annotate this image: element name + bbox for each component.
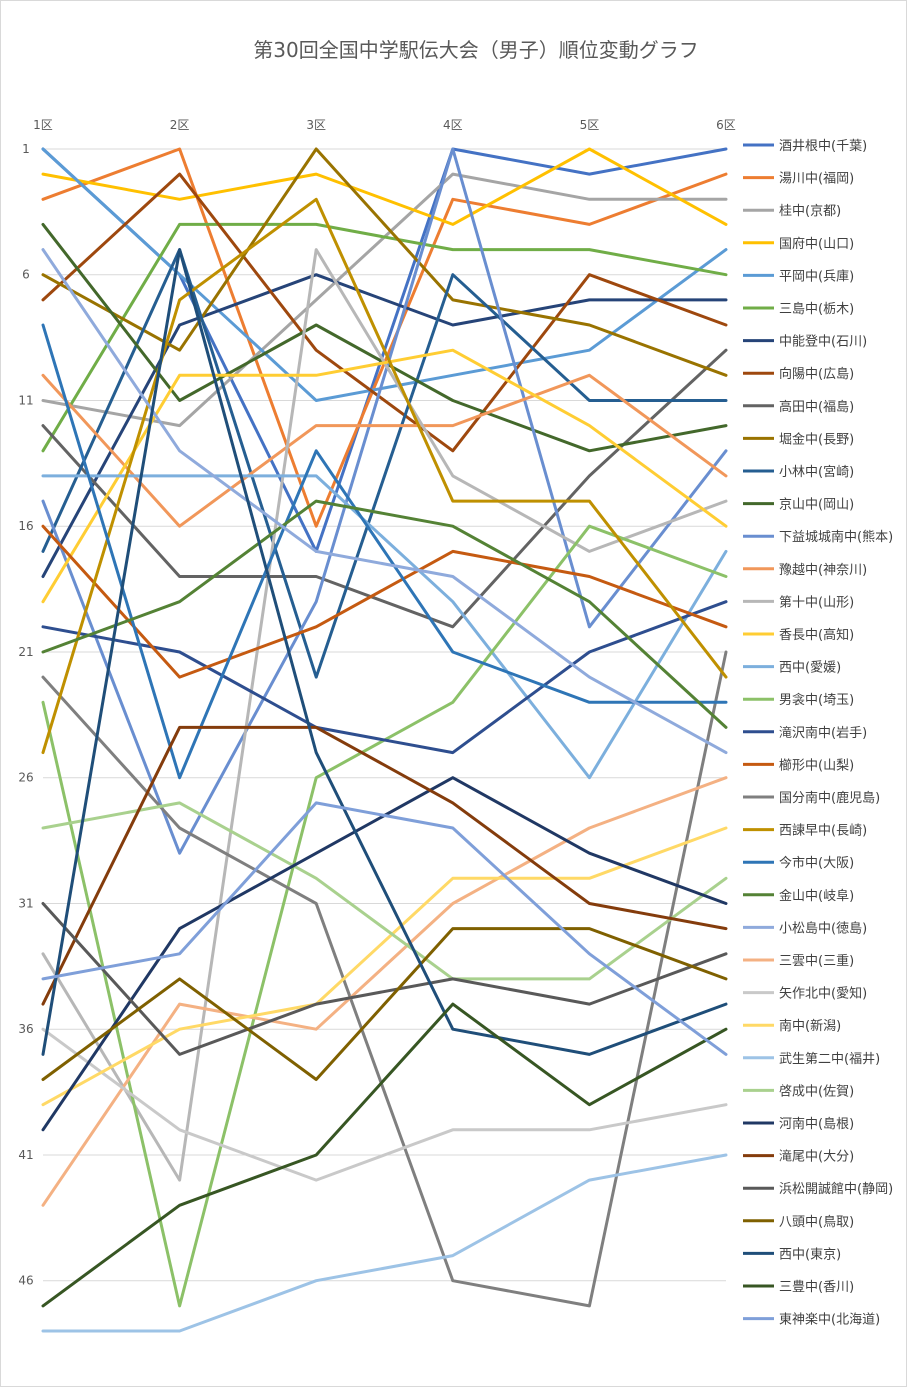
x-tick-label: 2区 <box>170 118 190 132</box>
y-tick-label: 31 <box>18 896 33 910</box>
chart-title: 第30回全国中学駅伝大会（男子）順位変動グラフ <box>253 38 698 62</box>
y-tick-label: 46 <box>18 1274 33 1288</box>
legend-label: 香長中(高知) <box>779 627 854 643</box>
legend-label: 第十中(山形) <box>779 595 854 610</box>
legend-label: 小林中(宮崎) <box>779 464 854 480</box>
legend-label: 国府中(山口) <box>779 237 854 252</box>
legend-label: 三雲中(三重) <box>779 953 854 969</box>
legend-label: 金山中(岐阜) <box>779 888 854 904</box>
x-tick-label: 5区 <box>580 118 600 132</box>
legend-label: 今市中(大阪) <box>779 855 854 871</box>
y-tick-label: 6 <box>22 268 30 282</box>
legend-label: 滝尾中(大分) <box>779 1150 854 1165</box>
legend-label: 高田中(福島) <box>779 399 854 415</box>
legend-label: 堀金中(長野) <box>779 431 854 447</box>
legend-label: 平岡中(兵庫) <box>779 269 854 284</box>
legend-label: 湯川中(福岡) <box>779 172 854 187</box>
legend-label: 櫛形中(山梨) <box>779 758 854 773</box>
legend-label: 南中(新潟) <box>779 1018 841 1034</box>
legend-label: 小松島中(徳島) <box>779 921 867 936</box>
legend-label: 啓成中(佐賀) <box>779 1084 854 1099</box>
legend-label: 八頭中(鳥取) <box>779 1215 854 1230</box>
x-tick-label: 1区 <box>33 118 53 132</box>
legend-label: 東神楽中(北海道) <box>779 1312 880 1328</box>
y-tick-label: 16 <box>18 519 33 533</box>
legend-label: 武生第二中(福井) <box>779 1052 880 1067</box>
legend-label: 滝沢南中(岩手) <box>779 725 867 741</box>
legend-label: 向陽中(広島) <box>779 366 854 382</box>
y-tick-label: 26 <box>18 771 33 785</box>
legend-label: 男衾中(埼玉) <box>779 693 854 708</box>
legend-label: 西諫早中(長崎) <box>779 823 867 839</box>
y-tick-label: 11 <box>18 393 33 407</box>
legend-label: 酒井根中(千葉) <box>779 139 867 154</box>
y-tick-label: 21 <box>18 645 33 659</box>
legend-label: 京山中(岡山) <box>779 498 854 513</box>
legend-label: 矢作北中(愛知) <box>779 986 867 1002</box>
legend-label: 中能登中(石川) <box>779 335 867 350</box>
legend-label: 下益城城南中(熊本) <box>779 529 893 545</box>
legend-label: 豫越中(神奈川) <box>779 563 867 578</box>
legend-label: 国分南中(鹿児島) <box>779 790 880 806</box>
legend-label: 西中(愛媛) <box>779 661 841 676</box>
legend-label: 浜松開誠館中(静岡) <box>779 1182 893 1197</box>
legend-label: 桂中(京都) <box>779 204 841 219</box>
x-tick-label: 6区 <box>716 118 736 132</box>
y-tick-label: 1 <box>22 142 30 156</box>
x-tick-label: 4区 <box>443 118 463 132</box>
x-tick-label: 3区 <box>306 118 326 132</box>
legend-label: 西中(東京) <box>779 1246 841 1262</box>
legend-label: 河南中(島根) <box>779 1116 854 1132</box>
y-tick-label: 41 <box>18 1148 33 1162</box>
legend-label: 三島中(栃木) <box>779 302 854 317</box>
legend-label: 三豊中(香川) <box>779 1280 854 1295</box>
y-tick-label: 36 <box>18 1022 33 1036</box>
